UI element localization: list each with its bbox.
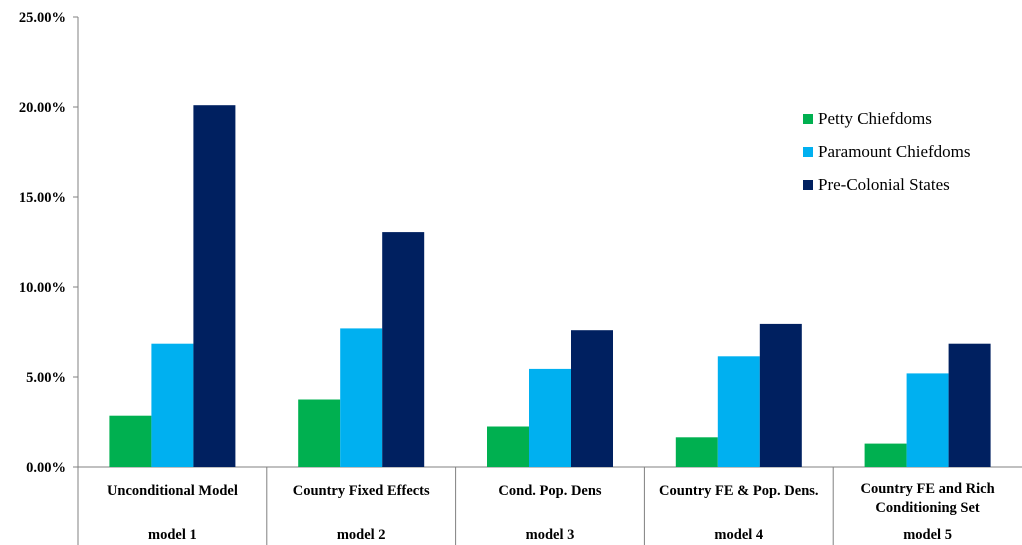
legend: Petty Chiefdoms Paramount Chiefdoms Pre-Co… xyxy=(803,109,971,194)
legend-swatch xyxy=(803,180,813,190)
bar-petty-chiefdoms-4 xyxy=(675,437,718,467)
bar-petty-chiefdoms-5 xyxy=(864,443,907,467)
legend-label: Pre-Colonial States xyxy=(818,175,950,194)
y-tick-label: 10.00% xyxy=(19,280,66,296)
category-label: Country FE & Pop. Dens. xyxy=(659,483,819,499)
category-group-label: model 3 xyxy=(526,527,575,543)
bars xyxy=(109,105,991,467)
category-group-label: model 5 xyxy=(903,527,952,543)
bar-paramount-chiefdoms-5 xyxy=(906,373,949,467)
y-tick-label: 0.00% xyxy=(26,460,66,476)
bar-petty-chiefdoms-2 xyxy=(298,399,341,467)
y-tick-label: 5.00% xyxy=(26,370,66,386)
legend-label: Petty Chiefdoms xyxy=(818,109,932,128)
legend-label: Paramount Chiefdoms xyxy=(818,142,971,161)
bar-petty-chiefdoms-3 xyxy=(487,426,529,467)
category-label: Country Fixed Effects xyxy=(293,483,430,499)
bar-pre-colonial-states-1 xyxy=(193,105,236,467)
category-label-line1: Country FE and Rich xyxy=(861,481,995,497)
bar-pre-colonial-states-2 xyxy=(382,232,425,467)
bar-paramount-chiefdoms-1 xyxy=(151,343,194,467)
bar-pre-colonial-states-5 xyxy=(948,343,991,467)
category-group-label: model 1 xyxy=(148,527,197,543)
category-label-line2: Conditioning Set xyxy=(875,500,980,516)
category-group-label: model 4 xyxy=(714,527,763,543)
bar-pre-colonial-states-3 xyxy=(571,330,613,467)
category-label: Unconditional Model xyxy=(107,483,238,499)
category-group-label: model 2 xyxy=(337,527,386,543)
legend-swatch xyxy=(803,147,813,157)
legend-swatch xyxy=(803,114,813,124)
y-tick-label: 20.00% xyxy=(19,100,66,116)
category-labels: Unconditional Model model 1 Country Fixed … xyxy=(107,481,995,543)
bar-petty-chiefdoms-1 xyxy=(109,415,152,467)
bar-paramount-chiefdoms-3 xyxy=(529,368,571,467)
bar-paramount-chiefdoms-2 xyxy=(340,328,383,467)
y-tick-label: 25.00% xyxy=(19,10,66,26)
bar-pre-colonial-states-4 xyxy=(759,323,802,467)
category-label: Cond. Pop. Dens xyxy=(498,483,601,499)
bar-paramount-chiefdoms-4 xyxy=(717,356,760,467)
y-tick-label: 15.00% xyxy=(19,190,66,206)
